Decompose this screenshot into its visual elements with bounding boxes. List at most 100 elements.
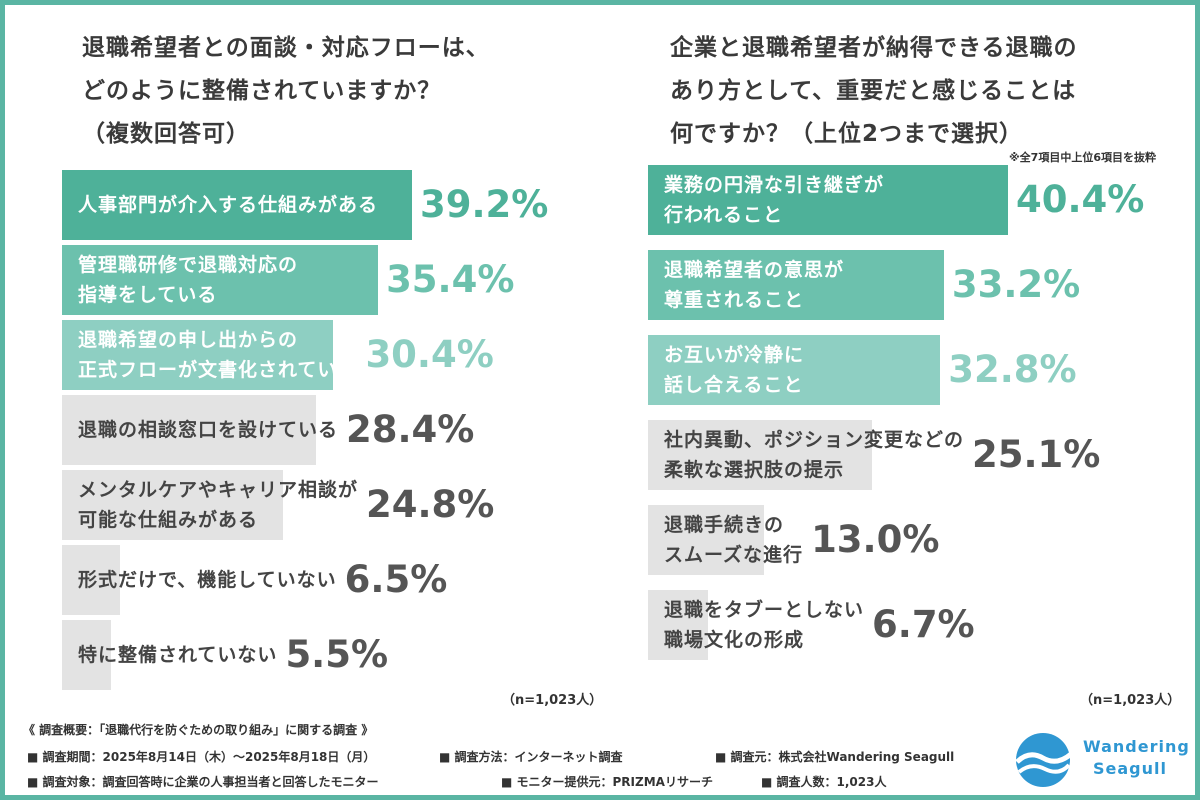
- bar-row: 管理職研修で退職対応の 指導をしている 35.4%: [62, 245, 622, 315]
- wave-logo-icon: [1015, 733, 1073, 787]
- bar-row: 退職希望の申し出からの 正式フローが文書化されている 30.4%: [62, 320, 622, 390]
- bar-label-line: お互いが冷静に: [664, 344, 805, 366]
- title-line: あり方として、重要だと感じることは: [670, 78, 1077, 104]
- bar: [648, 165, 1008, 235]
- bar-label-line: 退職手続きの: [664, 514, 785, 536]
- bar-label: 退職手続きの スムーズな進行: [664, 505, 803, 575]
- survey-period: ■ 調査期間：2025年8月14日（木）〜2025年8月18日（月）: [27, 750, 376, 764]
- bar-row: お互いが冷静に 話し合えること 32.8%: [648, 335, 1195, 405]
- logo-line: Seagull: [1093, 759, 1167, 778]
- value-label: 30.4%: [365, 333, 494, 376]
- survey-provider: ■ モニター提供元：PRIZMAリサーチ: [501, 775, 713, 789]
- bar-label-line: 正式フローが文書化されている: [78, 359, 358, 381]
- bar-label: 特に整備されていない: [78, 620, 277, 690]
- survey-target: ■ 調査対象：調査回答時に企業の人事担当者と回答したモニター: [27, 775, 379, 789]
- bar-label: 退職をタブーとしない 職場文化の形成: [664, 590, 864, 660]
- bar-label-line: 業務の円滑な引き継ぎが: [664, 174, 885, 196]
- bar-label-line: 特に整備されていない: [78, 644, 278, 666]
- bar-label: 退職希望の申し出からの正式フローが文書化されている: [78, 320, 357, 390]
- bar-row: 形式だけで、機能していない 6.5%: [62, 545, 622, 615]
- bar-row: 退職の相談窓口を設けている 28.4%: [62, 395, 622, 465]
- title-line: 何ですか？（上位2つまで選択）: [670, 121, 1024, 147]
- survey-heading: 《 調査概要：「退職代行を防ぐための取り組み」に関する調査 》: [23, 723, 374, 737]
- bar-label-line: 柔軟な選択肢の提示: [664, 459, 845, 481]
- value-label: 35.4%: [386, 258, 515, 301]
- bar: [62, 470, 284, 540]
- bar-row: 退職をタブーとしない 職場文化の形成 6.7%: [648, 590, 1195, 660]
- bar: [648, 335, 941, 405]
- bar-row: 社内異動、ポジション変更などの 柔軟な選択肢の提示 25.1%: [648, 420, 1195, 490]
- value-label: 5.5%: [285, 633, 389, 676]
- title-line: 企業と退職希望者が納得できる退職の: [670, 35, 1078, 61]
- title-line: どのように整備されていますか？: [82, 78, 442, 104]
- value-label: 13.0%: [811, 518, 940, 561]
- bar: [62, 245, 379, 315]
- value-label: 33.2%: [951, 263, 1081, 306]
- value-label: 39.2%: [420, 183, 549, 226]
- bar-row: 特に整備されていない 5.5%: [62, 620, 622, 690]
- value-label: 24.8%: [366, 483, 495, 526]
- left-sample-size: （n=1,023人）: [502, 693, 603, 708]
- bar-label-line: スムーズな進行: [664, 544, 804, 566]
- bar: [62, 545, 121, 615]
- left-chart-title: 退職希望者との面談・対応フローは、 どのように整備されていますか？ （複数回答可…: [82, 27, 490, 156]
- bar-label-line: 指導をしている: [78, 284, 218, 306]
- bar-label-line: 退職希望者の意思が: [664, 259, 845, 281]
- bar-label-line: 話し合えること: [664, 374, 804, 396]
- logo-text: Wandering Seagull: [1083, 736, 1190, 780]
- value-label: 6.7%: [872, 603, 975, 646]
- bar-row: メンタルケアやキャリア相談が 可能な仕組みがある 24.8%: [62, 470, 622, 540]
- bar-label-line: 退職をタブーとしない: [664, 599, 865, 621]
- chart-note: ※全7項目中上位6項目を抜粋: [1008, 151, 1156, 164]
- bar-label: お互いが冷静に 話し合えること: [664, 335, 804, 405]
- bar: [648, 420, 872, 490]
- bar: [648, 250, 944, 320]
- bar-label-line: 人事部門が介入する仕組みがある: [78, 194, 379, 216]
- right-chart-title: 企業と退職希望者が納得できる退職の あり方として、重要だと感じることは 何ですか…: [670, 27, 1078, 156]
- left-chart-panel: 退職希望者との面談・対応フローは、 どのように整備されていますか？ （複数回答可…: [62, 5, 622, 708]
- bar-label: 業務の円滑な引き継ぎが 行われること: [664, 165, 884, 235]
- right-sample-size: （n=1,023人）: [1080, 693, 1181, 708]
- bar-row: 業務の円滑な引き継ぎが 行われること 40.4%: [648, 165, 1195, 235]
- value-label: 6.5%: [344, 558, 448, 601]
- wandering-seagull-logo: Wandering Seagull: [1013, 732, 1193, 788]
- bar-label-line: 管理職研修で退職対応の: [78, 254, 299, 276]
- value-label: 28.4%: [346, 408, 475, 451]
- value-label: 40.4%: [1016, 178, 1145, 221]
- bar-label-line: 可能な仕組みがある: [78, 509, 259, 531]
- bar-row: 退職手続きの スムーズな進行 13.0%: [648, 505, 1195, 575]
- bar-label: 形式だけで、機能していない: [78, 545, 337, 615]
- value-label: 25.1%: [972, 433, 1101, 476]
- bar-label: 社内異動、ポジション変更などの 柔軟な選択肢の提示: [664, 420, 964, 490]
- bar-label: 人事部門が介入する仕組みがある: [78, 170, 378, 240]
- bar: [62, 170, 412, 240]
- bar-label: 管理職研修で退職対応の 指導をしている: [78, 245, 298, 315]
- bar: [62, 320, 334, 390]
- value-label: 32.8%: [948, 348, 1077, 391]
- title-line: 退職希望者との面談・対応フローは、: [82, 35, 490, 61]
- bar-label-line: メンタルケアやキャリア相談が: [78, 479, 359, 501]
- bar-row: 退職希望者の意思が 尊重されること 33.2%: [648, 250, 1195, 320]
- bar-label-line: 社内異動、ポジション変更などの: [664, 429, 965, 451]
- bar-label-line: 行われること: [664, 204, 784, 226]
- bar-label: メンタルケアやキャリア相談が 可能な仕組みがある: [78, 470, 358, 540]
- bar-label-line: 尊重されること: [664, 289, 805, 311]
- bar-label: 退職希望者の意思が 尊重されること: [664, 250, 844, 320]
- right-chart-panel: 企業と退職希望者が納得できる退職の あり方として、重要だと感じることは 何ですか…: [648, 5, 1195, 708]
- bar: [648, 505, 764, 575]
- survey-method: ■ 調査方法：インターネット調査: [439, 750, 623, 764]
- survey-count: ■ 調査人数：1,023人: [761, 775, 887, 789]
- bar-label-line: 退職の相談窓口を設けている: [78, 419, 339, 441]
- bar-label-line: 職場文化の形成: [664, 629, 805, 651]
- survey-source: ■ 調査元：株式会社Wandering Seagull: [715, 750, 955, 764]
- bar-label-line: 形式だけで、機能していない: [78, 569, 337, 591]
- bar-label-line: 退職希望の申し出からの: [78, 329, 299, 351]
- bar: [648, 590, 708, 660]
- logo-line: Wandering: [1083, 737, 1190, 756]
- bar: [62, 620, 112, 690]
- bar-label: 退職の相談窓口を設けている: [78, 395, 338, 465]
- bar: [62, 395, 316, 465]
- title-line: （複数回答可）: [82, 121, 250, 147]
- bar-row: 人事部門が介入する仕組みがある 39.2%: [62, 170, 622, 240]
